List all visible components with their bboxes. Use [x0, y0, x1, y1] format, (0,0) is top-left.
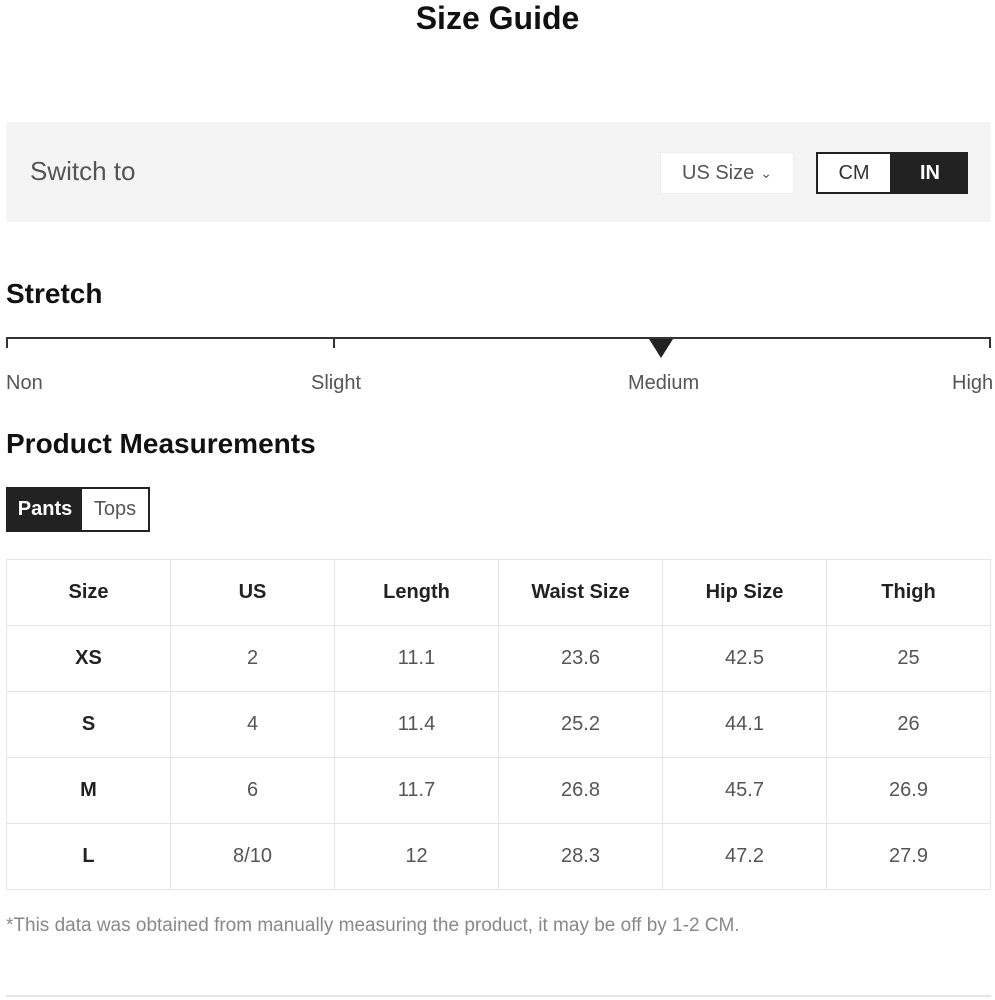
tab-pants[interactable]: Pants: [8, 489, 82, 530]
table-cell: 25: [826, 625, 991, 692]
scale-tick: [6, 337, 8, 348]
table-cell: 26.8: [498, 757, 663, 824]
table-cell: 4: [170, 691, 335, 758]
table-cell: 44.1: [662, 691, 827, 758]
table-cell: 12: [334, 823, 499, 890]
unit-switch-bar: Switch to US Size ⌄ CM IN: [6, 122, 991, 222]
divider: [6, 995, 991, 997]
measurements-table: Size US Length Waist Size Hip Size Thigh…: [6, 559, 991, 890]
stretch-heading: Stretch: [6, 278, 103, 309]
table-cell: 6: [170, 757, 335, 824]
table-cell: L: [6, 823, 171, 890]
stretch-scale: [6, 337, 991, 339]
column-header: Size: [6, 559, 171, 626]
scale-tick: [333, 337, 335, 348]
table-cell: S: [6, 691, 171, 758]
table-row: M 6 11.7 26.8 45.7 26.9: [6, 757, 991, 824]
measurements-heading: Product Measurements: [6, 428, 316, 459]
stretch-label-slight: Slight: [311, 372, 362, 394]
table-cell: XS: [6, 625, 171, 692]
table-cell: 26: [826, 691, 991, 758]
size-system-value: US Size: [682, 161, 755, 184]
tab-tops[interactable]: Tops: [82, 489, 148, 530]
page-title: Size Guide: [415, 0, 580, 36]
table-row: L 8/10 12 28.3 47.2 27.9: [6, 823, 991, 890]
table-cell: 42.5: [662, 625, 827, 692]
table-cell: 27.9: [826, 823, 991, 890]
unit-cm-button[interactable]: CM: [816, 152, 892, 194]
stretch-label-medium: Medium: [628, 372, 700, 394]
stretch-label-high: High: [952, 372, 994, 394]
column-header: Thigh: [826, 559, 991, 626]
scale-tick: [989, 337, 991, 348]
table-cell: 2: [170, 625, 335, 692]
table-cell: 28.3: [498, 823, 663, 890]
size-system-dropdown[interactable]: US Size ⌄: [660, 152, 794, 194]
table-cell: 47.2: [662, 823, 827, 890]
table-cell: 11.4: [334, 691, 499, 758]
table-cell: 25.2: [498, 691, 663, 758]
table-cell: 26.9: [826, 757, 991, 824]
stretch-label-non: Non: [6, 372, 43, 394]
table-cell: 45.7: [662, 757, 827, 824]
column-header: Length: [334, 559, 499, 626]
table-cell: 23.6: [498, 625, 663, 692]
stretch-marker-icon: [649, 339, 673, 358]
table-cell: 11.1: [334, 625, 499, 692]
category-tabs: Pants Tops: [6, 487, 150, 532]
column-header: US: [170, 559, 335, 626]
table-row: S 4 11.4 25.2 44.1 26: [6, 691, 991, 758]
measurement-note: *This data was obtained from manually me…: [6, 915, 740, 936]
table-cell: M: [6, 757, 171, 824]
table-row: XS 2 11.1 23.6 42.5 25: [6, 625, 991, 692]
unit-in-button[interactable]: IN: [892, 152, 968, 194]
table-cell: 8/10: [170, 823, 335, 890]
switch-label: Switch to: [30, 156, 136, 186]
table-header-row: Size US Length Waist Size Hip Size Thigh: [6, 559, 991, 626]
column-header: Waist Size: [498, 559, 663, 626]
chevron-down-icon: ⌄: [760, 164, 772, 181]
column-header: Hip Size: [662, 559, 827, 626]
table-cell: 11.7: [334, 757, 499, 824]
